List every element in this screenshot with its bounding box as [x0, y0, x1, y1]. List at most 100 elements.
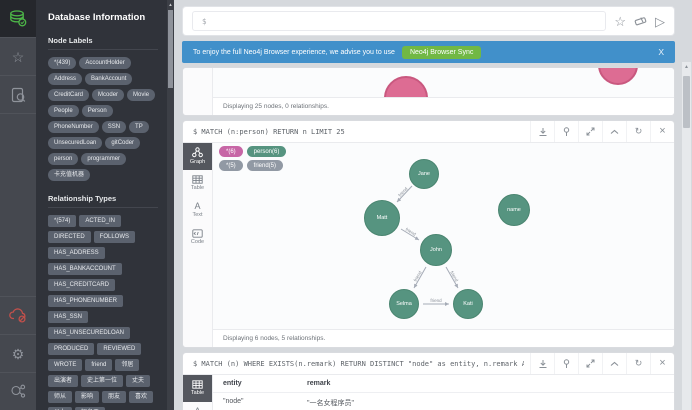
graph-node-person[interactable]: Jane	[409, 159, 439, 189]
node-label-chip[interactable]: TP	[129, 121, 149, 133]
refresh-icon[interactable]: ↻	[626, 353, 650, 374]
relationship-type-chip[interactable]: WROTE	[48, 359, 83, 371]
relationship-type-chip[interactable]: friend	[85, 359, 113, 371]
relationship-type-chip[interactable]: HAS_BANKACCOUNT	[48, 263, 122, 275]
expand-icon[interactable]	[578, 353, 602, 374]
download-icon[interactable]	[530, 121, 554, 142]
sidebar-item-favorites[interactable]: ☆	[0, 38, 36, 76]
relationship-type-chip[interactable]: HAS_SSN	[48, 311, 89, 323]
main-scrollbar[interactable]: ▲	[682, 62, 691, 410]
graph-node-person[interactable]: John	[420, 234, 452, 266]
relationship-type-chip[interactable]: 丈夫	[126, 375, 151, 387]
sidebar-item-cloud-sync[interactable]	[0, 296, 36, 334]
eraser-icon[interactable]	[634, 15, 647, 27]
drawer-scrollbar[interactable]: ▲	[167, 0, 174, 410]
code-tab-icon	[192, 229, 203, 238]
expand-icon[interactable]	[578, 121, 602, 142]
tab-graph[interactable]: Graph	[183, 143, 212, 170]
node-label-chip[interactable]: Movie	[127, 89, 156, 101]
legend-pill-all-rels[interactable]: *(5)	[219, 160, 243, 171]
pin-icon[interactable]	[554, 121, 578, 142]
cell-entity: "node"	[223, 398, 244, 405]
relationship-type-chip[interactable]: HAS_UNSECUREDLOAN	[48, 327, 131, 339]
drawer-scrollbar-thumb[interactable]	[168, 10, 173, 88]
pin-icon[interactable]	[554, 353, 578, 374]
tab-table[interactable]: Table	[183, 170, 212, 197]
legend-pill-all-nodes[interactable]: *(6)	[219, 146, 243, 157]
relationship-type-chip[interactable]: 邻居	[115, 359, 140, 371]
cypher-editor-input[interactable]: $	[192, 11, 607, 31]
relationship-type-chip[interactable]: PRODUCED	[48, 343, 95, 355]
sidebar-item-database[interactable]	[0, 0, 36, 38]
tab-code[interactable]: Code	[183, 224, 212, 251]
graph-node-person[interactable]: Selma	[389, 289, 419, 319]
frame1-graph-viewport[interactable]	[213, 68, 674, 97]
node-label-chip[interactable]: 卡充值机器	[48, 169, 91, 181]
node-label-chip[interactable]: Person	[81, 105, 113, 117]
scroll-up-icon[interactable]: ▲	[684, 64, 689, 70]
table-row[interactable]: "node" "一名女程序员"	[213, 393, 674, 410]
node-label-chip[interactable]: SSN	[101, 121, 127, 133]
graph-node-pink[interactable]	[384, 76, 428, 97]
legend-pill-friend[interactable]: friend(5)	[246, 160, 284, 171]
frame2-query[interactable]: $ MATCH (n:person) RETURN n LIMIT 25	[193, 127, 345, 136]
scroll-up-icon[interactable]: ▲	[168, 2, 173, 7]
run-play-icon[interactable]: ▷	[655, 13, 665, 29]
relationship-type-chip[interactable]: 师从	[48, 391, 73, 403]
relationship-type-chip[interactable]: HAS_PHONENUMBER	[48, 295, 124, 307]
frame3-tab-strip: Table A Text	[183, 375, 213, 410]
node-label-chip[interactable]: BankAccount	[85, 73, 133, 85]
frame1-tab-strip	[183, 68, 213, 115]
relationship-type-chip[interactable]: 父女	[48, 407, 73, 410]
browser-sync-button[interactable]: Neo4j Browser Sync	[401, 45, 482, 59]
relationship-type-chip[interactable]: 知名于	[75, 407, 106, 410]
node-label-chip[interactable]: programmer	[81, 153, 127, 165]
node-label-chip[interactable]: UnsecuredLoan	[48, 137, 103, 149]
relationship-type-chip[interactable]: DIRECTED	[48, 231, 91, 243]
banner-close-icon[interactable]: X	[658, 47, 664, 57]
node-label-chip[interactable]: CreditCard	[48, 89, 90, 101]
relationship-type-chip[interactable]: 影响	[75, 391, 100, 403]
relationship-type-chip[interactable]: HAS_CREDITCARD	[48, 279, 116, 291]
node-label-chip[interactable]: AccountHolder	[79, 57, 131, 69]
frame2-graph-viewport[interactable]: *(6) person(6) *(5) friend(5)	[213, 143, 674, 329]
sidebar-item-about[interactable]	[0, 372, 36, 410]
relationship-type-chip[interactable]: 朋友	[102, 391, 127, 403]
column-header-entity: entity	[223, 380, 242, 387]
node-label-chip[interactable]: PhoneNumber	[48, 121, 99, 133]
refresh-icon[interactable]: ↻	[626, 121, 650, 142]
relationship-type-chip[interactable]: *(574)	[48, 215, 77, 227]
relationship-type-chip[interactable]: 喜欢	[129, 391, 154, 403]
close-icon[interactable]: ×	[650, 353, 674, 374]
main-scrollbar-thumb[interactable]	[683, 76, 690, 128]
relationship-type-chip[interactable]: ACTED_IN	[79, 215, 122, 227]
favorite-star-icon[interactable]: ☆	[614, 13, 626, 29]
sidebar-item-settings[interactable]: ⚙	[0, 334, 36, 372]
relationship-type-chip[interactable]: HAS_ADDRESS	[48, 247, 105, 259]
tab-table[interactable]: Table	[183, 375, 212, 402]
relationship-type-chip[interactable]: REVIEWED	[97, 343, 142, 355]
node-label-chip[interactable]: gitCoder	[105, 137, 141, 149]
node-label-chip[interactable]: People	[48, 105, 79, 117]
node-label-chip[interactable]: person	[48, 153, 79, 165]
close-icon[interactable]: ×	[650, 121, 674, 142]
collapse-icon[interactable]	[602, 121, 626, 142]
relationship-type-chip[interactable]: FOLLOWS	[93, 231, 136, 243]
tab-text[interactable]: A Text	[183, 402, 212, 410]
result-frame-1: Displaying 25 nodes, 0 relationships.	[182, 67, 675, 116]
collapse-icon[interactable]	[602, 353, 626, 374]
legend-pill-person[interactable]: person(6)	[246, 146, 287, 157]
graph-node-person[interactable]: Matt	[364, 200, 400, 236]
graph-node-person[interactable]: Kati	[453, 289, 483, 319]
node-label-chip[interactable]: *(439)	[48, 57, 77, 69]
relationship-type-chip[interactable]: 出演者	[48, 375, 79, 387]
sidebar-item-documents[interactable]	[0, 76, 36, 114]
graph-node-person[interactable]: name	[498, 194, 530, 226]
graph-node-pink[interactable]	[598, 68, 638, 85]
download-icon[interactable]	[530, 353, 554, 374]
tab-text[interactable]: A Text	[192, 201, 203, 219]
relationship-type-chip[interactable]: 史上第一位	[81, 375, 124, 387]
frame3-query[interactable]: $ MATCH (n) WHERE EXISTS(n.remark) RETUR…	[193, 359, 524, 368]
node-label-chip[interactable]: Mcoder	[92, 89, 125, 101]
node-label-chip[interactable]: Address	[48, 73, 83, 85]
